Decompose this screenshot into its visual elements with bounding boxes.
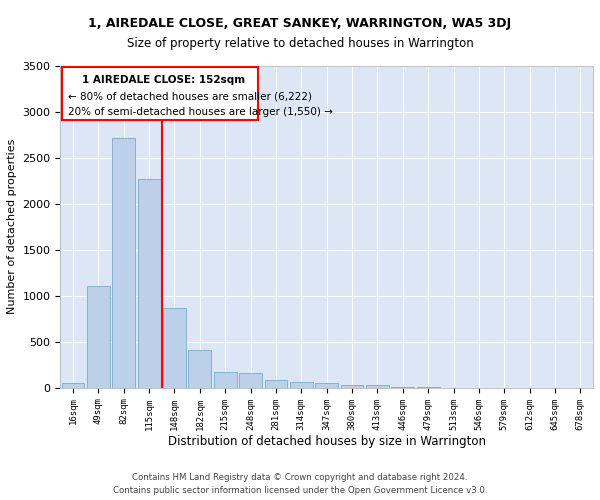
Bar [87, 286, 110, 388]
Bar [366, 385, 389, 388]
Text: ← 80% of detached houses are smaller (6,222): ← 80% of detached houses are smaller (6,… [68, 92, 312, 102]
Text: 1, AIREDALE CLOSE, GREAT SANKEY, WARRINGTON, WA5 3DJ: 1, AIREDALE CLOSE, GREAT SANKEY, WARRING… [88, 18, 512, 30]
Text: Contains public sector information licensed under the Open Government Licence v3: Contains public sector information licen… [113, 486, 487, 495]
Text: 1 AIREDALE CLOSE: 152sqm: 1 AIREDALE CLOSE: 152sqm [82, 75, 245, 85]
Text: 20% of semi-detached houses are larger (1,550) →: 20% of semi-detached houses are larger (… [68, 107, 333, 117]
Bar [315, 383, 338, 388]
Text: Contains HM Land Registry data © Crown copyright and database right 2024.: Contains HM Land Registry data © Crown c… [132, 472, 468, 482]
Bar [62, 383, 85, 388]
Bar [341, 385, 364, 388]
FancyBboxPatch shape [62, 67, 258, 120]
Bar [112, 138, 135, 388]
Text: Size of property relative to detached houses in Warrington: Size of property relative to detached ho… [127, 38, 473, 51]
Bar [290, 382, 313, 388]
Bar [188, 350, 211, 388]
Bar [265, 380, 287, 388]
Y-axis label: Number of detached properties: Number of detached properties [7, 139, 17, 314]
Bar [239, 373, 262, 388]
Bar [163, 308, 186, 388]
X-axis label: Distribution of detached houses by size in Warrington: Distribution of detached houses by size … [168, 435, 486, 448]
Bar [138, 179, 161, 388]
Bar [391, 386, 414, 388]
Bar [214, 372, 236, 388]
